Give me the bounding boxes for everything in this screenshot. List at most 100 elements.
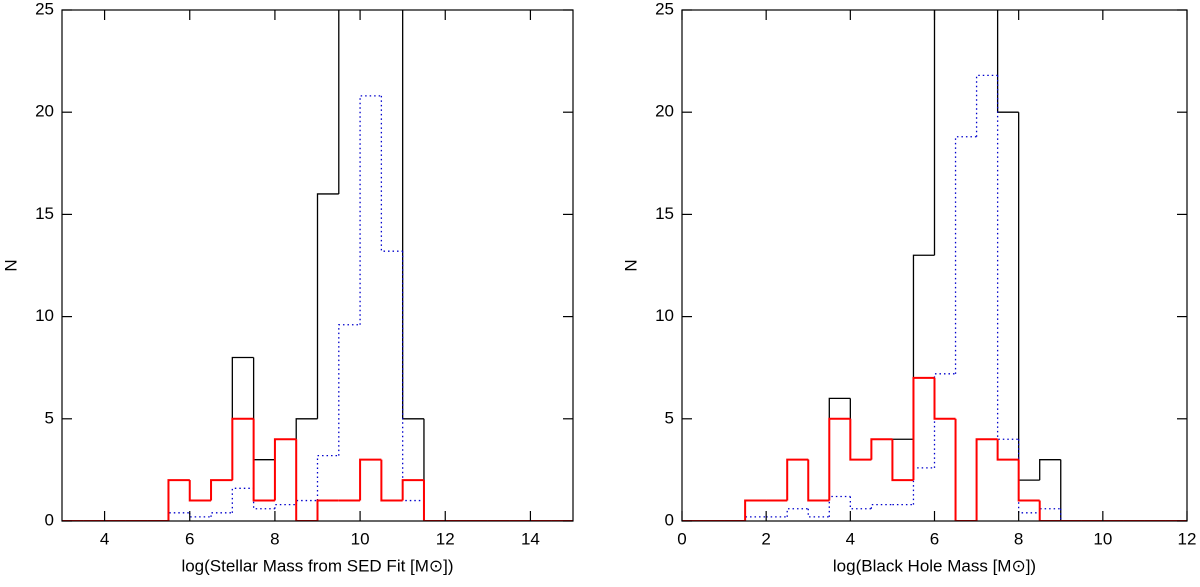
x-tick-label: 10: [351, 529, 370, 548]
histogram-step: [167, 479, 190, 521]
histogram-step: [1039, 459, 1061, 481]
x-tick-label: 12: [1178, 529, 1197, 548]
y-tick-label: 25: [655, 0, 674, 18]
y-axis-label: N: [1, 259, 20, 271]
y-tick-label: 5: [45, 408, 54, 427]
x-tick-label: 14: [521, 529, 540, 548]
histogram-series: [62, 10, 573, 521]
histogram-step: [807, 508, 830, 518]
histogram-step: [167, 479, 190, 521]
histogram-step: [933, 10, 936, 256]
histogram-step: [189, 512, 212, 518]
histogram-step: [1038, 500, 1061, 521]
x-axis-label: log(Stellar Mass from SED Fit [M⊙]): [181, 556, 453, 575]
histogram-step: [231, 417, 254, 481]
plot-area: [682, 10, 1187, 521]
histogram-step: [189, 480, 212, 502]
y-tick-label: 20: [655, 102, 674, 121]
histogram-step: [996, 439, 1019, 461]
y-tick-label: 25: [35, 0, 54, 18]
histogram-step: [807, 459, 830, 502]
histogram-step: [849, 398, 872, 461]
histogram-series: [62, 417, 573, 521]
histogram-step: [1060, 459, 1082, 521]
histogram-step: [870, 438, 893, 460]
histogram-step: [273, 438, 297, 501]
histogram-step: [1018, 439, 1040, 514]
histogram-step: [316, 193, 339, 419]
y-tick-label: 15: [35, 204, 54, 223]
y-axis-label: N: [621, 259, 640, 271]
histogram-step: [912, 376, 935, 481]
histogram-step: [401, 479, 424, 501]
histogram-step: [849, 496, 872, 510]
histogram-step: [402, 251, 424, 502]
histogram-step: [1060, 508, 1082, 521]
histogram-step: [274, 503, 297, 509]
histogram-step: [423, 500, 446, 521]
x-tick-label: 6: [930, 529, 939, 548]
histogram-step: [828, 417, 851, 501]
histogram-step: [295, 418, 318, 440]
histogram-step: [380, 459, 403, 502]
histogram-step: [252, 488, 275, 510]
histogram-step: [338, 10, 340, 194]
x-tick-label: 4: [100, 529, 109, 548]
y-tick-label: 10: [35, 306, 54, 325]
y-tick-label: 0: [45, 510, 54, 529]
histogram-step: [167, 512, 190, 521]
histogram-step: [1017, 459, 1040, 502]
x-tick-label: 10: [1093, 529, 1112, 548]
y-tick-label: 5: [665, 408, 674, 427]
x-axis-label: log(Black Hole Mass [M⊙]): [833, 556, 1036, 575]
histogram-step: [1018, 112, 1040, 481]
histogram-step: [891, 439, 914, 482]
x-tick-label: 2: [761, 529, 770, 548]
histogram-step: [786, 508, 809, 517]
histogram-step: [828, 397, 851, 501]
x-tick-label: 6: [185, 529, 194, 548]
histogram-step: [975, 74, 998, 137]
plot-frame: [61, 9, 574, 522]
histogram-step: [744, 516, 767, 521]
histogram-step: [380, 95, 403, 252]
histogram-step: [210, 479, 233, 501]
histogram-step: [295, 439, 318, 521]
histogram-step: [295, 499, 318, 505]
x-tick-label: 4: [846, 529, 855, 548]
histogram-step: [996, 75, 1019, 440]
histogram-step: [359, 458, 382, 501]
histogram-step: [954, 136, 977, 374]
histogram-step: [274, 438, 297, 460]
histogram-step: [210, 479, 233, 501]
y-tick-label: 0: [665, 510, 674, 529]
y-tick-label: 10: [655, 306, 674, 325]
histogram-step: [402, 10, 424, 420]
histogram-step: [807, 459, 830, 502]
histogram-step: [828, 495, 851, 517]
histogram-step: [912, 254, 935, 440]
y-tick-label: 20: [35, 102, 54, 121]
histogram-step: [188, 480, 212, 502]
histogram-step: [1039, 508, 1061, 513]
histogram-step: [359, 95, 382, 325]
histogram-step: [316, 454, 339, 501]
x-tick-label: 12: [436, 529, 455, 548]
histogram-step: [231, 487, 254, 513]
histogram-step: [252, 418, 275, 502]
histogram-step: [786, 459, 809, 501]
y-tick-label: 15: [655, 204, 674, 223]
histogram-step: [975, 438, 998, 521]
histogram-step: [316, 499, 339, 521]
histogram-step: [744, 499, 767, 521]
histogram-step: [338, 324, 361, 456]
histogram-step: [786, 458, 809, 501]
x-tick-label: 8: [270, 529, 279, 548]
x-tick-label: 8: [1014, 529, 1023, 548]
histogram-step: [744, 499, 767, 521]
histogram-step: [870, 503, 893, 509]
histogram-step: [933, 373, 956, 468]
x-tick-label: 0: [677, 529, 686, 548]
histogram-series: [682, 376, 1187, 521]
